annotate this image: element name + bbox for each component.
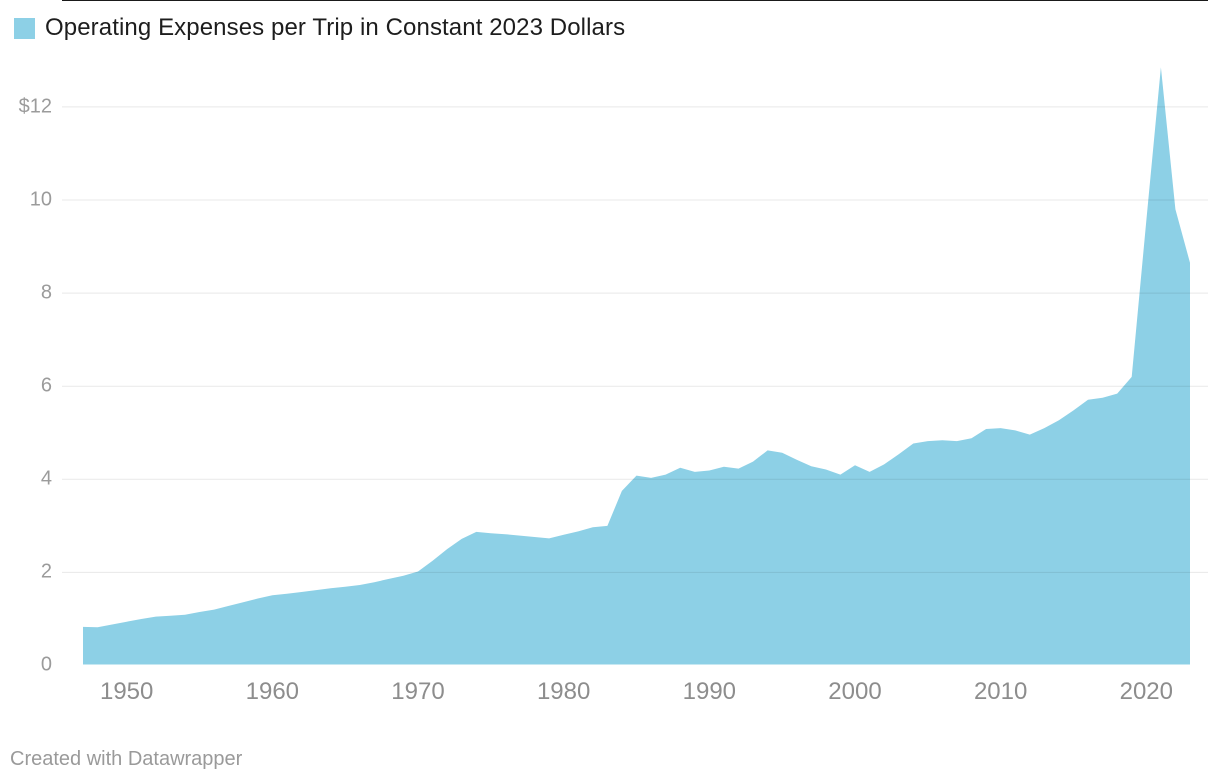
y-axis-label-2: 2	[40, 560, 52, 583]
y-axis-label-10: 10	[29, 188, 52, 211]
x-axis-label-1970: 1970	[391, 678, 445, 705]
legend-swatch	[14, 17, 35, 39]
datawrapper-credit: Created with Datawrapper	[10, 748, 243, 770]
y-axis-label-12: $12	[18, 95, 52, 118]
x-axis-label-2020: 2020	[1119, 678, 1173, 705]
x-axis-label-2000: 2000	[828, 678, 882, 705]
legend: Operating Expenses per Trip in Constant …	[14, 14, 625, 42]
x-axis-label-1960: 1960	[245, 678, 300, 705]
y-axis-label-6: 6	[40, 374, 52, 397]
x-axis-label-2010: 2010	[973, 678, 1028, 705]
y-axis-label-8: 8	[40, 281, 52, 304]
area-series	[83, 67, 1190, 665]
gridlines	[62, 106, 1208, 573]
chart-title: Operating Expenses per Trip in Constant …	[45, 14, 626, 41]
x-axis-label-1990: 1990	[682, 678, 737, 705]
x-axis-label-1950: 1950	[99, 678, 154, 705]
y-axis-label-0: 0	[40, 653, 52, 675]
y-axis-label-4: 4	[40, 467, 52, 490]
x-axis-label-1980: 1980	[536, 678, 591, 705]
